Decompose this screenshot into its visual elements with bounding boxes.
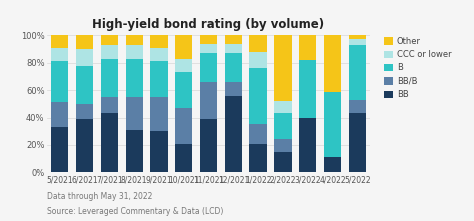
Bar: [249, 68, 267, 124]
Bar: [100, 113, 118, 172]
Bar: [175, 59, 192, 72]
Bar: [51, 127, 68, 172]
Bar: [126, 35, 143, 45]
Bar: [249, 52, 267, 68]
Bar: [200, 35, 217, 44]
Bar: [200, 44, 217, 53]
Bar: [175, 35, 192, 59]
Bar: [100, 59, 118, 97]
Bar: [150, 131, 168, 172]
Bar: [76, 35, 93, 49]
Bar: [100, 35, 118, 45]
Bar: [299, 35, 317, 60]
Bar: [225, 82, 242, 96]
Bar: [100, 45, 118, 59]
Bar: [349, 100, 366, 113]
Bar: [324, 157, 341, 172]
Bar: [299, 118, 317, 172]
Bar: [225, 35, 242, 44]
Bar: [299, 60, 317, 118]
Bar: [76, 104, 93, 119]
Bar: [51, 61, 68, 103]
Bar: [76, 49, 93, 65]
Bar: [225, 44, 242, 53]
Bar: [225, 96, 242, 172]
Bar: [349, 113, 366, 172]
Bar: [225, 53, 242, 82]
Bar: [51, 48, 68, 61]
Bar: [51, 103, 68, 127]
Bar: [126, 45, 143, 59]
Bar: [150, 97, 168, 131]
Text: Data through May 31, 2022: Data through May 31, 2022: [47, 192, 153, 201]
Bar: [126, 97, 143, 130]
Bar: [175, 72, 192, 108]
Bar: [150, 48, 168, 61]
Bar: [175, 144, 192, 172]
Bar: [100, 97, 118, 113]
Bar: [249, 124, 267, 144]
Bar: [175, 108, 192, 144]
Bar: [126, 130, 143, 172]
Bar: [249, 35, 267, 52]
Bar: [274, 139, 292, 152]
Text: Source: Leveraged Commentary & Data (LCD): Source: Leveraged Commentary & Data (LCD…: [47, 207, 224, 216]
Bar: [76, 65, 93, 104]
Legend: Other, CCC or lower, B, BB/B, BB: Other, CCC or lower, B, BB/B, BB: [383, 37, 452, 99]
Bar: [150, 61, 168, 97]
Bar: [150, 35, 168, 48]
Bar: [51, 35, 68, 48]
Bar: [76, 119, 93, 172]
Bar: [324, 35, 341, 91]
Bar: [126, 59, 143, 97]
Bar: [274, 35, 292, 101]
Bar: [200, 119, 217, 172]
Bar: [349, 35, 366, 40]
Bar: [349, 40, 366, 45]
Bar: [274, 152, 292, 172]
Bar: [249, 144, 267, 172]
Bar: [200, 53, 217, 82]
Bar: [200, 82, 217, 119]
Bar: [349, 45, 366, 100]
Bar: [274, 113, 292, 139]
Bar: [324, 91, 341, 157]
Title: High-yield bond rating (by volume): High-yield bond rating (by volume): [92, 18, 325, 31]
Bar: [274, 101, 292, 113]
